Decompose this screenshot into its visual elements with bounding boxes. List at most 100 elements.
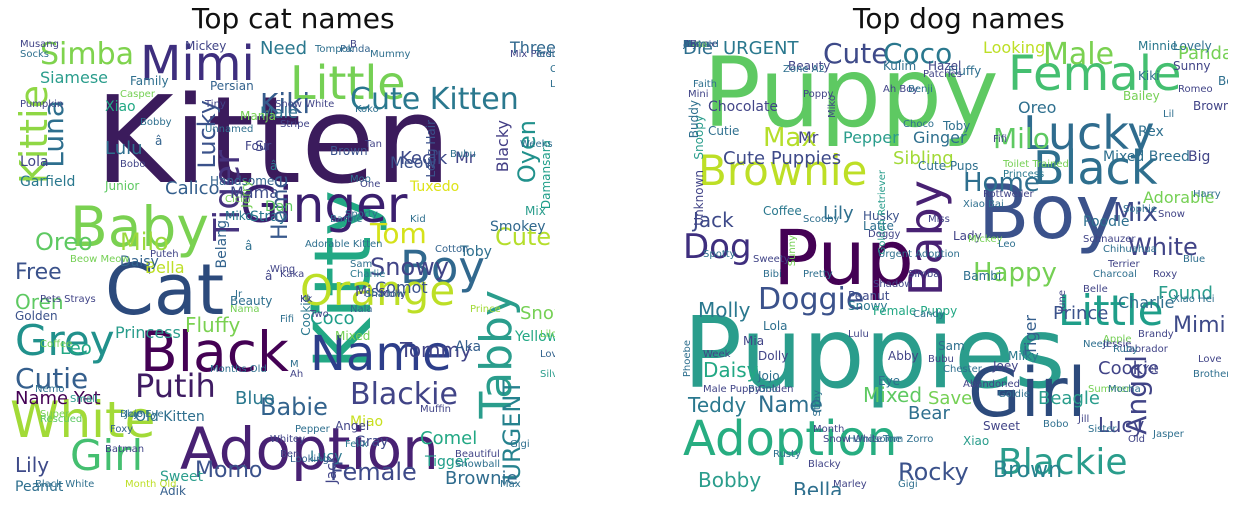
cloud-word: Patches: [923, 69, 962, 80]
cloud-word: Lovely: [540, 349, 555, 360]
cloud-word: Joey: [993, 359, 1019, 373]
cloud-word: Snow: [520, 303, 555, 324]
cloud-word: Ah: [290, 369, 304, 380]
cloud-word: Month: [813, 424, 845, 435]
cloud-word: Lady: [953, 229, 982, 243]
cloud-word: Dan: [265, 199, 294, 215]
cloud-word: Xiao: [963, 434, 990, 448]
cloud-word: Xiao Hei: [1173, 294, 1215, 305]
cloud-word: Mickey: [968, 234, 1003, 245]
cloud-word: Calico: [165, 178, 220, 199]
cloud-word: Cute: [823, 40, 889, 70]
cloud-word: Kecik: [400, 148, 448, 169]
cloud-word: Schnauzer: [1083, 234, 1136, 245]
cloud-word: Lil: [1163, 109, 1175, 120]
cloud-word: Oren: [15, 290, 64, 314]
cloud-word: Mixed: [335, 329, 371, 343]
cloud-word: Jojo: [758, 369, 780, 383]
cloud-word: Brandy: [1138, 329, 1174, 340]
cloud-word: Meow: [390, 153, 437, 172]
cloud-word: Milo: [993, 122, 1050, 155]
cloud-word: Fifi: [993, 134, 1008, 145]
cloud-word: Poppy: [803, 89, 834, 100]
cloud-word: Jasper: [1153, 429, 1184, 440]
cloud-word: Hazel: [928, 59, 962, 73]
cloud-word: BB: [683, 40, 697, 50]
cloud-word: Blue: [1183, 254, 1206, 265]
cloud-word: Ginger: [913, 128, 967, 147]
cloud-word: Cat: [105, 249, 225, 331]
cloud-word: Miss: [928, 214, 950, 225]
cloud-word: Mummy: [370, 49, 411, 60]
cloud-word: Milo: [120, 228, 169, 256]
cloud-word: Prince: [470, 304, 501, 315]
cloud-word: Female: [330, 458, 417, 486]
cloud-word: Sister: [1088, 424, 1117, 435]
cloud-word: Smokey: [490, 219, 546, 235]
cloud-word: Sunny: [787, 235, 798, 267]
cloud-word: â: [265, 269, 273, 283]
cloud-word: Bear: [908, 403, 950, 424]
cloud-word: Mixed Breed: [1103, 149, 1190, 165]
cloud-word: Pup: [773, 213, 914, 302]
cloud-word: Panda: [340, 44, 371, 55]
cloud-word: Mickey: [185, 40, 227, 53]
cloud-word: Coffee: [763, 204, 802, 218]
cloud-word: Chihuahua: [1103, 244, 1157, 255]
cloud-word: Beow Meow: [70, 254, 130, 265]
cloud-word: Terrier: [1108, 259, 1140, 270]
cloud-word: Socks: [20, 49, 49, 60]
cloud-word: Snow: [1158, 209, 1185, 220]
cloud-word: Nama: [230, 304, 260, 315]
cloud-word: Marley: [833, 479, 867, 490]
cloud-word: Leo: [998, 239, 1016, 250]
cloud-word: Brown: [330, 144, 368, 158]
cloud-word: Golden: [758, 384, 794, 395]
cloud-word: Ah Boy: [883, 84, 919, 95]
cloud-word: M: [683, 40, 692, 50]
cloud-word: Brother: [1193, 369, 1228, 380]
cloud-word: URGENT: [723, 40, 799, 59]
cloud-word: Nala: [350, 304, 373, 315]
cloud-word: Yellow: [515, 329, 555, 345]
cloud-word: Dolly: [758, 349, 789, 363]
cloud-word: Bruno: [748, 384, 778, 395]
cloud-word: Whitey: [270, 434, 305, 445]
cloud-word: Tan: [365, 139, 382, 150]
cloud-word: Charlie: [1118, 293, 1175, 312]
cloud-word: Super: [40, 409, 70, 420]
cloud-word: Mix: [1113, 198, 1159, 228]
cloud-word: Teddy: [688, 393, 747, 417]
cloud-word: Cutie: [15, 362, 89, 395]
cloud-word: Tompok: [315, 44, 354, 55]
cloud-word: Adorable: [1143, 188, 1215, 207]
cloud-word: Mocha: [1108, 384, 1141, 395]
cloud-word: Handsome: [848, 434, 902, 445]
cloud-word: Brownie: [698, 146, 868, 195]
cloud-word: Chester: [943, 364, 982, 375]
cloud-word: Bella: [145, 258, 185, 277]
cloud-word: Die: [683, 40, 713, 59]
cloud-word: Nemo: [35, 384, 65, 395]
cloud-word: Fluffy: [948, 64, 982, 78]
cloud-word: Sam: [350, 259, 373, 270]
cloud-word: Summer: [1088, 384, 1131, 395]
cloud-word: Week: [703, 349, 731, 360]
cloud-word: Zone A2: [783, 64, 825, 75]
cloud-word: June: [1057, 290, 1068, 312]
cloud-word: Female: [1008, 46, 1182, 102]
cloud-word: Lucy: [1098, 413, 1145, 437]
cloud-word: Snowy: [370, 253, 449, 281]
cloud-word: Adoption: [683, 411, 898, 467]
cloud-word: Labrador: [1123, 344, 1168, 355]
cloud-word: One: [360, 179, 381, 190]
cloud-word: Brownie: [445, 468, 518, 489]
cloud-word: Rex: [1138, 124, 1164, 140]
cloud-word: Ben: [280, 449, 300, 460]
cloud-word: Jojo: [125, 409, 143, 420]
cloud-word: Koko: [355, 104, 379, 115]
cloud-word: Husky: [863, 209, 900, 223]
cloud-word: Stray: [250, 209, 287, 225]
cloud-word: Xiao: [105, 99, 136, 115]
cloud-word: Mr: [455, 148, 476, 167]
